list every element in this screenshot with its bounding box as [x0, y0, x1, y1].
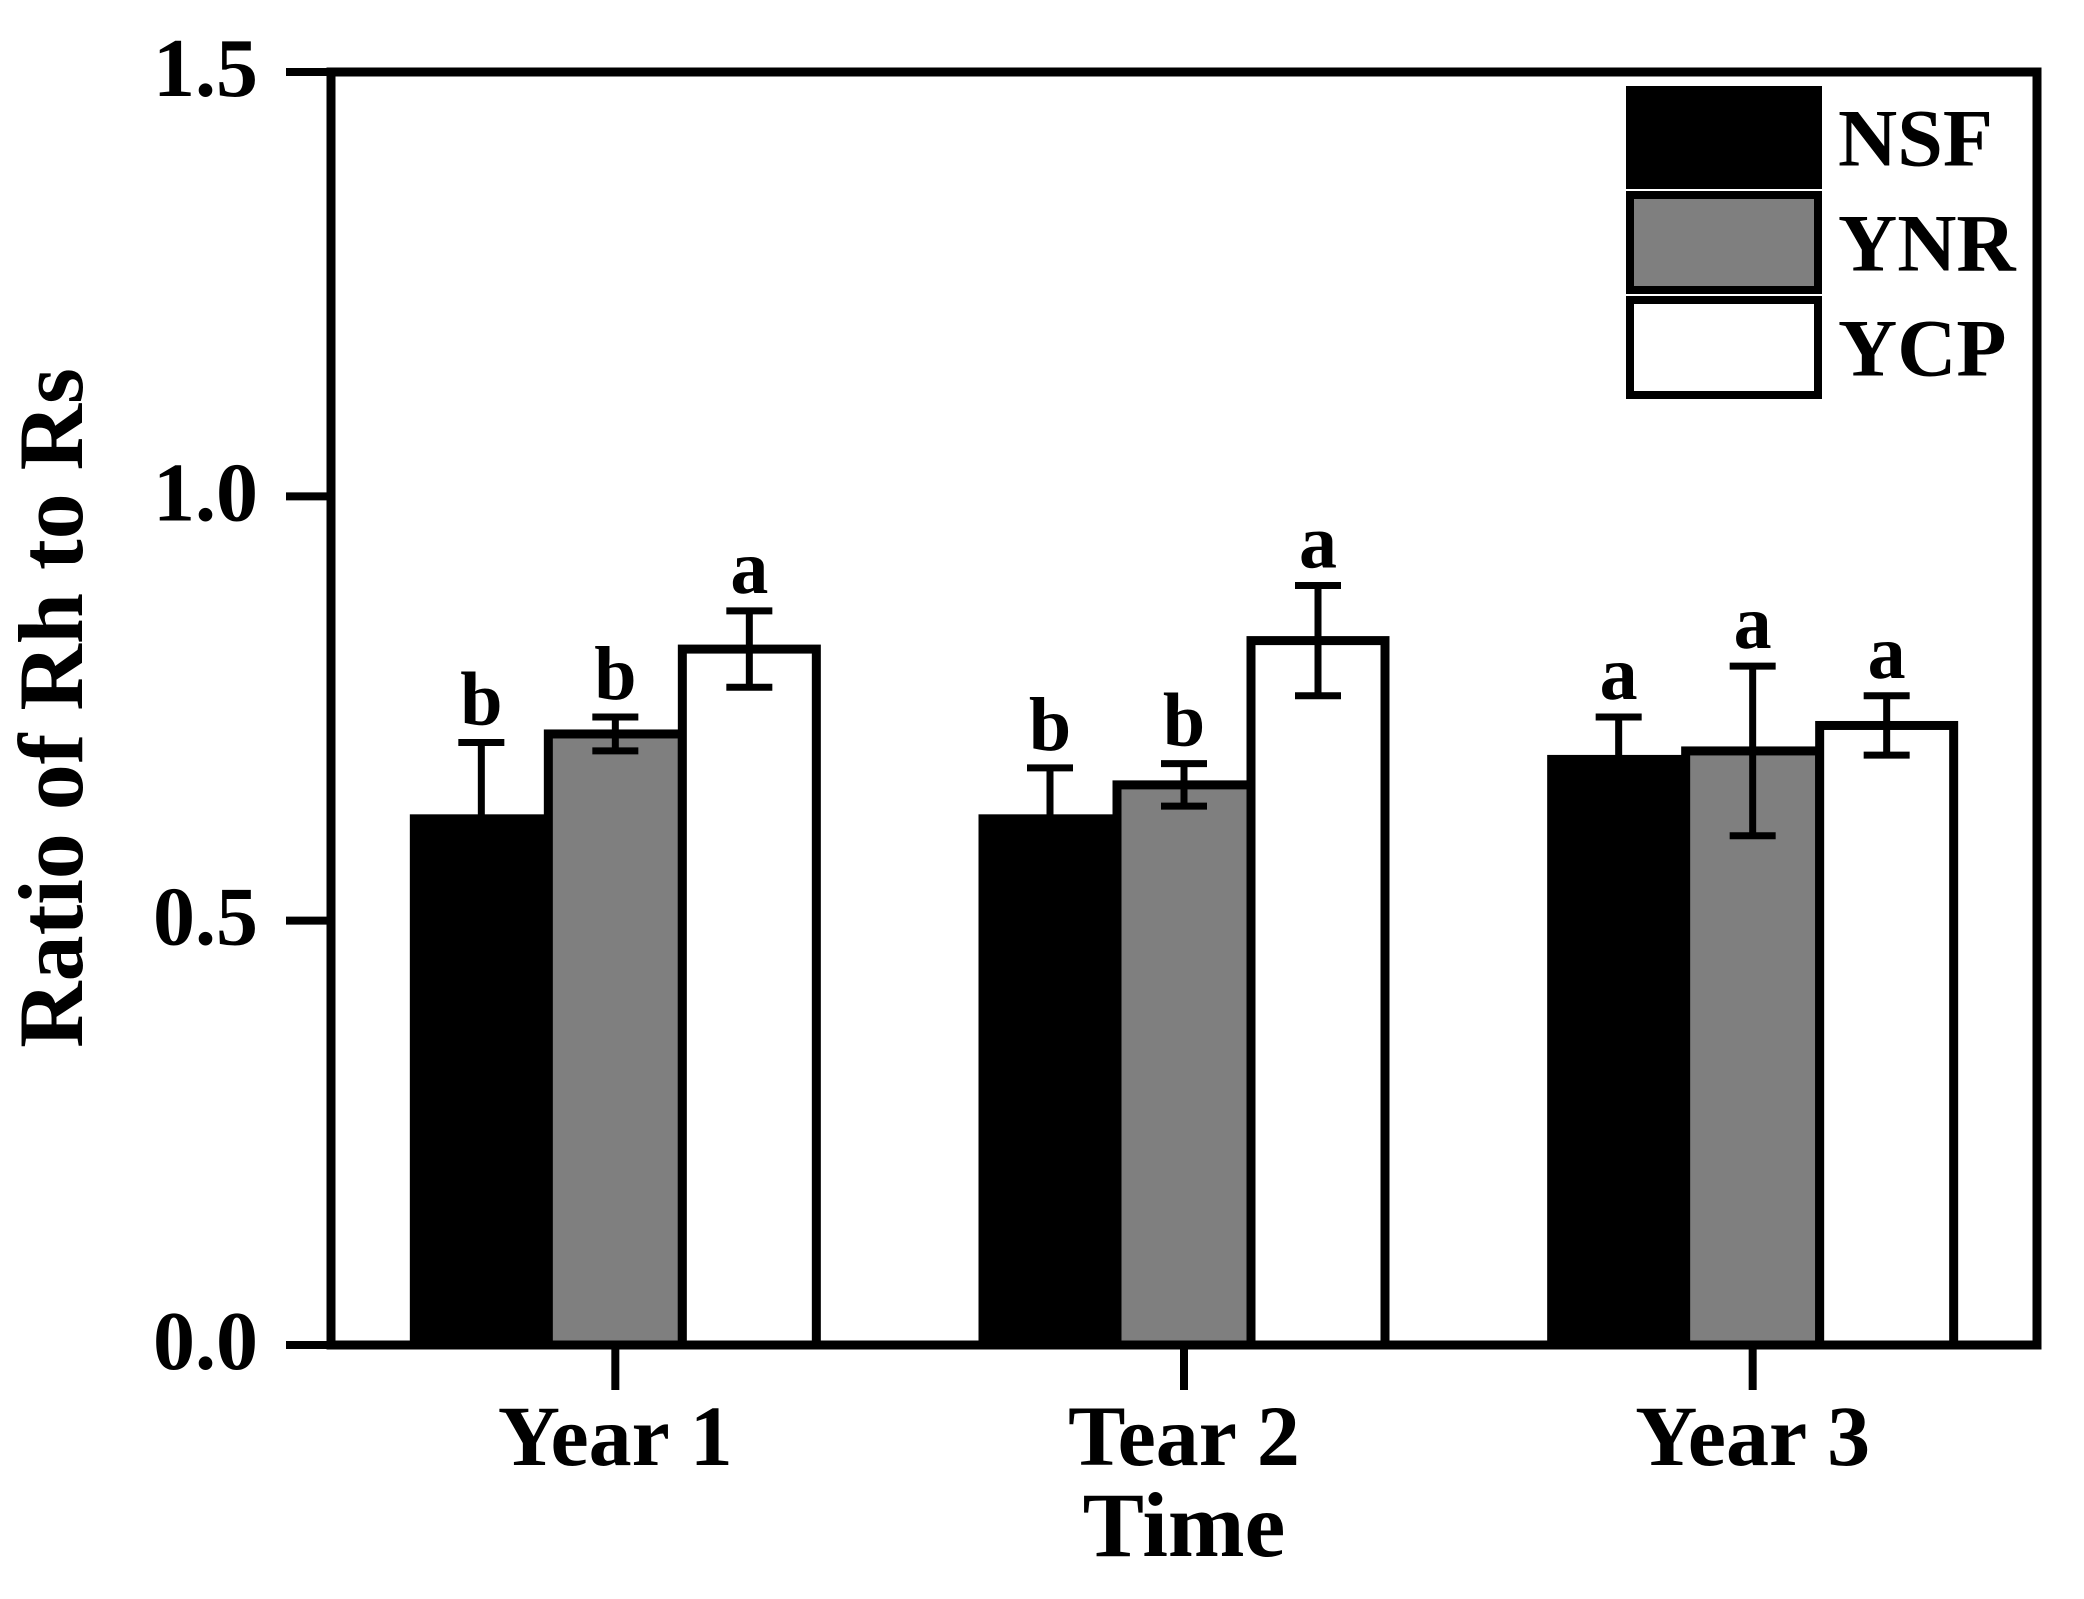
sig-letter: b [1029, 683, 1071, 767]
sig-letter: a [1734, 581, 1772, 665]
bar-NSF-Tear-2 [978, 814, 1122, 1350]
x-tick-label: Year 1 [498, 1388, 733, 1484]
bar-YCP-Tear-2 [1246, 636, 1390, 1350]
bar-YNR-Year-1 [543, 729, 687, 1350]
sig-letter: a [1868, 611, 1906, 695]
bar-YCP-Year-3 [1815, 720, 1959, 1350]
y-axis-title: Ratio of Rh to Rs [0, 368, 102, 1048]
sig-letter: a [730, 526, 768, 610]
y-tick-label: 0.5 [153, 871, 258, 964]
y-tick-label: 1.0 [153, 446, 258, 539]
y-tick-label: 0.0 [153, 1295, 258, 1388]
plot-layer: 0.0 0.5 1.0 1.5 Year 1 Tear 2 Year 3 b b a b b a a a a N… [153, 22, 2042, 1484]
legend-swatch-NSF [1626, 86, 1822, 189]
bar-NSF-Year-3 [1547, 754, 1691, 1350]
sig-letter: b [594, 632, 636, 716]
sig-letter: b [460, 657, 502, 741]
x-tick-label: Year 3 [1635, 1388, 1870, 1484]
legend-label-YNR: YNR [1838, 198, 2016, 289]
legend-swatch-YCP [1626, 296, 1822, 399]
sig-letter: a [1299, 500, 1337, 584]
y-tick-label: 1.5 [153, 22, 258, 115]
sig-letter: b [1163, 679, 1205, 763]
legend-label-NSF: NSF [1838, 93, 1993, 184]
bar-YNR-Tear-2 [1112, 780, 1256, 1350]
legend-label-YCP: YCP [1838, 303, 2007, 394]
bar-YCP-Year-1 [677, 644, 821, 1350]
plot-frame [326, 67, 2042, 1350]
sig-letter: a [1600, 632, 1638, 716]
x-tick-label: Tear 2 [1068, 1388, 1300, 1484]
x-axis-title: Time [1083, 1474, 1286, 1576]
legend-swatch-YNR [1626, 191, 1822, 294]
bar-YNR-Year-3 [1681, 746, 1825, 1350]
